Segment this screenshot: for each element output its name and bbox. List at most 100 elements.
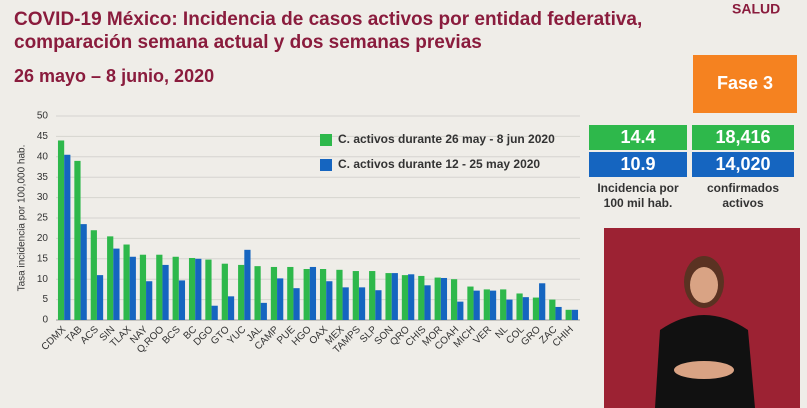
title-line-2: comparación semana actual y dos semanas … xyxy=(14,32,482,53)
bar xyxy=(146,281,153,320)
y-axis-label: Tasa incidencia por 100,000 hab. xyxy=(17,145,28,292)
bar xyxy=(211,305,218,320)
y-tick-label: 50 xyxy=(37,111,49,122)
bar xyxy=(162,264,169,320)
bar xyxy=(408,274,415,320)
bar xyxy=(195,258,202,320)
bar xyxy=(113,248,120,320)
bar xyxy=(74,160,81,320)
bar xyxy=(221,263,228,320)
bar xyxy=(336,269,343,320)
bar xyxy=(369,271,376,320)
bar xyxy=(385,273,392,320)
bar xyxy=(450,279,458,320)
y-tick-label: 10 xyxy=(37,274,49,285)
bar xyxy=(401,275,409,320)
title-line-1: COVID-19 México: Incidencia de casos act… xyxy=(14,9,642,30)
bar xyxy=(309,266,317,320)
y-tick-label: 20 xyxy=(37,233,49,244)
bar xyxy=(319,269,327,320)
bar xyxy=(500,289,507,320)
y-tick-label: 0 xyxy=(42,315,48,326)
bar xyxy=(156,254,163,320)
y-tick-label: 30 xyxy=(37,192,49,203)
legend-label: C. activos durante 26 may - 8 jun 2020 xyxy=(338,132,555,146)
bar xyxy=(90,230,97,320)
bar xyxy=(260,302,267,320)
bar xyxy=(358,287,366,320)
bar xyxy=(440,277,448,320)
bar xyxy=(549,299,556,320)
bar xyxy=(178,280,186,320)
bar xyxy=(129,256,136,320)
y-tick-label: 40 xyxy=(37,151,49,162)
bar xyxy=(123,244,130,320)
stat-caption: Incidencia por xyxy=(597,181,679,195)
subtitle: 26 mayo – 8 junio, 2020 xyxy=(14,66,214,86)
stat-caption: confirmados xyxy=(707,181,779,195)
bar xyxy=(303,269,310,320)
bar xyxy=(473,290,480,320)
phase-box xyxy=(693,55,797,113)
bar xyxy=(244,249,251,320)
y-tick-label: 15 xyxy=(37,253,49,264)
logo: SALUD xyxy=(732,1,780,17)
stat-value: 10.9 xyxy=(620,154,655,174)
bar xyxy=(467,286,474,320)
legend-swatch xyxy=(320,159,332,171)
bar xyxy=(107,236,114,320)
bar xyxy=(483,289,490,320)
bar xyxy=(489,290,497,320)
video-inset xyxy=(604,228,800,408)
stat-box xyxy=(589,125,687,150)
bar xyxy=(172,256,179,320)
bar xyxy=(555,306,562,320)
bar xyxy=(277,278,284,320)
bar xyxy=(522,297,529,320)
bar xyxy=(457,301,464,320)
bar xyxy=(270,266,278,320)
stat-value: 18,416 xyxy=(715,127,770,147)
bar xyxy=(238,264,245,320)
bar xyxy=(571,309,579,320)
y-tick-label: 45 xyxy=(37,131,49,142)
legend-label: C. activos durante 12 - 25 may 2020 xyxy=(338,157,540,171)
bar xyxy=(57,140,65,320)
phase-label: Fase 3 xyxy=(717,73,773,93)
bar xyxy=(293,288,300,320)
bar xyxy=(532,297,540,320)
bar xyxy=(424,285,431,320)
y-tick-label: 25 xyxy=(37,213,49,224)
stat-value: 14.4 xyxy=(620,127,655,147)
stat-caption: 100 mil hab. xyxy=(604,196,673,210)
bar xyxy=(391,273,398,320)
y-tick-label: 5 xyxy=(42,294,48,305)
bar xyxy=(352,271,359,320)
bar xyxy=(205,259,212,320)
bar xyxy=(516,293,523,320)
stat-box xyxy=(589,152,687,177)
bar xyxy=(506,299,513,320)
bar xyxy=(434,277,441,320)
bar xyxy=(375,290,382,320)
bar xyxy=(188,257,196,320)
stat-box xyxy=(692,152,794,177)
bar xyxy=(287,266,294,320)
legend-swatch xyxy=(320,134,332,146)
bar xyxy=(418,275,425,320)
bar xyxy=(139,254,147,320)
bar xyxy=(254,266,261,320)
bar xyxy=(96,275,104,320)
bar xyxy=(326,281,333,320)
interpreter-hands xyxy=(674,361,734,379)
bar xyxy=(539,283,546,320)
interpreter-face xyxy=(690,267,718,303)
bar xyxy=(80,224,87,320)
stat-caption: activos xyxy=(722,196,764,210)
bar xyxy=(227,296,235,320)
bar xyxy=(64,154,71,320)
stat-box xyxy=(692,125,794,150)
bar xyxy=(565,309,572,320)
y-tick-label: 35 xyxy=(37,172,49,183)
